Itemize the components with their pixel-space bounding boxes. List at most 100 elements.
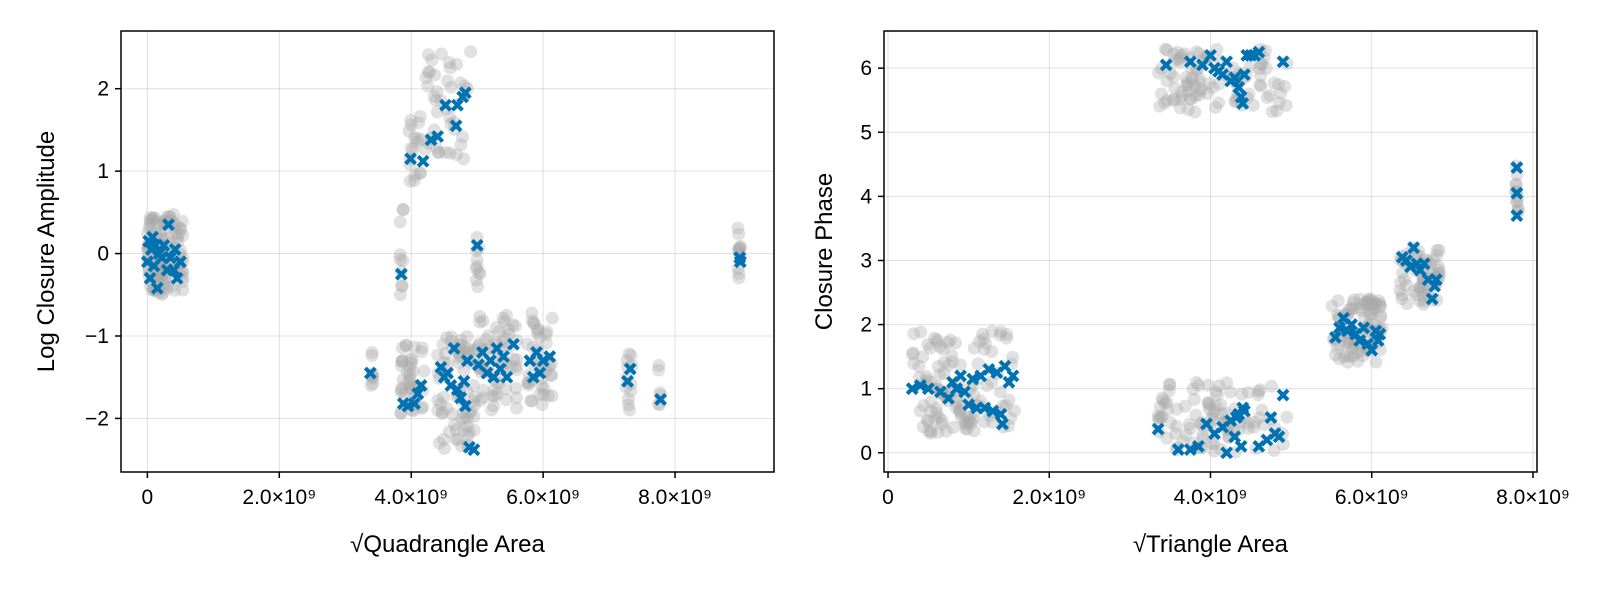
observed-point — [429, 93, 443, 107]
observed-point — [1328, 348, 1342, 362]
observed-point — [421, 79, 435, 93]
model-point — [1510, 161, 1524, 174]
observed-point — [449, 423, 463, 437]
observed-point — [520, 337, 534, 351]
observed-point — [1373, 311, 1387, 325]
observed-point — [509, 381, 523, 395]
observed-point — [158, 272, 172, 286]
observed-point — [541, 389, 555, 403]
observed-point — [1179, 70, 1193, 84]
observed-point — [398, 386, 412, 400]
observed-point — [168, 283, 182, 297]
observed-point — [1274, 86, 1288, 100]
observed-point — [1171, 53, 1185, 67]
model-point — [460, 354, 474, 368]
observed-point — [941, 336, 955, 350]
observed-point — [1374, 300, 1388, 314]
model-point — [996, 417, 1009, 431]
observed-point — [509, 360, 523, 374]
observed-point — [1188, 105, 1202, 119]
observed-point — [393, 253, 407, 267]
model-point — [472, 358, 485, 372]
model-point — [1228, 430, 1242, 444]
observed-point — [440, 331, 454, 345]
observed-point — [404, 141, 418, 155]
observed-point — [403, 368, 417, 382]
observed-point — [454, 138, 468, 152]
observed-point — [460, 412, 474, 426]
observed-point — [393, 215, 407, 229]
observed-point — [144, 214, 158, 228]
observed-point — [933, 368, 947, 382]
observed-point — [450, 148, 464, 162]
observed-point — [1160, 93, 1174, 107]
observed-points — [905, 42, 1525, 459]
observed-point — [405, 353, 419, 367]
observed-point — [1153, 400, 1167, 414]
observed-point — [916, 420, 930, 434]
model-point — [958, 385, 972, 399]
observed-point — [1409, 288, 1423, 302]
observed-point — [1265, 379, 1279, 393]
observed-point — [151, 267, 165, 281]
observed-point — [1158, 396, 1172, 410]
model-point — [1276, 55, 1290, 69]
observed-point — [1364, 294, 1378, 308]
observed-point — [508, 319, 522, 333]
model-point — [143, 271, 157, 285]
model-point — [966, 372, 980, 386]
observed-point — [1242, 87, 1256, 101]
observed-point — [960, 410, 974, 424]
observed-point — [432, 146, 446, 160]
observed-point — [1362, 292, 1376, 306]
observed-point — [444, 330, 458, 344]
observed-point — [953, 403, 967, 417]
observed-point — [527, 317, 541, 331]
observed-point — [621, 398, 635, 412]
observed-point — [624, 349, 638, 363]
observed-point — [432, 146, 446, 160]
observed-point — [431, 403, 445, 417]
observed-point — [395, 355, 409, 369]
x-tick-label: 8.0×10⁹ — [1496, 486, 1570, 509]
observed-point — [1209, 385, 1223, 399]
observed-point — [166, 207, 180, 221]
observed-point — [173, 221, 187, 235]
model-point — [1237, 68, 1251, 82]
observed-point — [435, 407, 449, 421]
observed-point — [1192, 378, 1206, 392]
observed-point — [1155, 410, 1169, 424]
observed-point — [1367, 301, 1381, 315]
observed-point — [525, 314, 539, 328]
observed-point — [460, 351, 474, 365]
model-points — [140, 86, 747, 457]
observed-point — [1153, 99, 1167, 113]
observed-point — [1270, 104, 1284, 118]
observed-point — [425, 53, 439, 67]
observed-point — [958, 415, 972, 429]
observed-point — [1394, 276, 1408, 290]
model-point — [1200, 417, 1213, 431]
model-point — [467, 443, 481, 457]
observed-point — [441, 356, 455, 370]
observed-point — [393, 288, 407, 302]
observed-point — [1341, 355, 1355, 369]
observed-point — [935, 417, 949, 431]
observed-point — [466, 379, 480, 393]
observed-point — [1359, 296, 1373, 310]
model-point — [1220, 446, 1234, 460]
observed-point — [487, 383, 501, 397]
observed-point — [457, 152, 471, 166]
observed-point — [1180, 78, 1194, 92]
observed-point — [462, 406, 476, 420]
x-tick-label: 0 — [882, 486, 894, 509]
observed-point — [413, 109, 427, 123]
observed-point — [147, 211, 161, 225]
model-point — [1429, 273, 1443, 287]
observed-point — [510, 401, 524, 415]
observed-point — [1212, 379, 1226, 393]
observed-point — [939, 424, 953, 438]
observed-point — [1156, 393, 1170, 407]
model-point — [414, 379, 428, 392]
